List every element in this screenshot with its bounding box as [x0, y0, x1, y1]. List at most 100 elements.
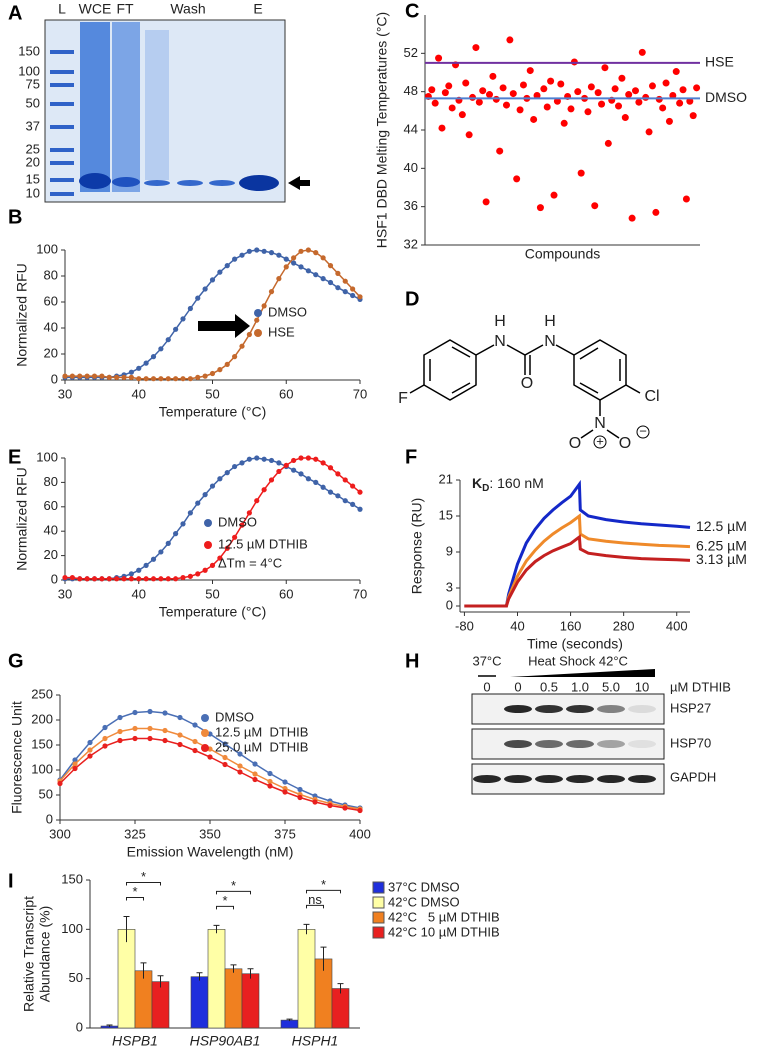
lane-label: E: [253, 1, 262, 17]
legend-marker: [254, 329, 262, 337]
protein: HSP27: [670, 700, 711, 715]
point: [217, 269, 223, 275]
point: [202, 286, 208, 292]
point: [297, 786, 303, 793]
point: [128, 576, 134, 582]
point: [335, 493, 341, 499]
x-tick-label: 30: [58, 586, 72, 601]
y-tick-label: 15: [439, 507, 453, 522]
point: [672, 68, 680, 76]
point: [180, 574, 186, 581]
point: [87, 747, 93, 753]
point: [192, 747, 198, 754]
point: [350, 292, 356, 299]
point: [357, 807, 363, 814]
blot-band: [535, 705, 563, 713]
point: [267, 770, 273, 777]
point: [574, 88, 582, 96]
reference-label: DMSO: [705, 89, 747, 105]
point: [682, 195, 690, 203]
point: [180, 521, 186, 527]
point: [313, 250, 319, 256]
point: [291, 260, 297, 266]
point: [298, 455, 304, 461]
point: [195, 295, 201, 301]
error-bar: [247, 968, 254, 979]
point: [291, 255, 297, 261]
band: [239, 175, 279, 191]
legend-marker: [201, 714, 209, 722]
legend-label: DMSO: [268, 304, 307, 319]
point: [173, 376, 179, 382]
point: [628, 214, 636, 222]
series-line: [65, 457, 361, 580]
point: [114, 576, 120, 582]
point: [320, 255, 326, 261]
point: [87, 753, 93, 759]
point: [261, 456, 267, 462]
point: [350, 501, 356, 507]
point: [584, 108, 592, 116]
significance-label: *: [321, 877, 326, 892]
error-bar: [157, 975, 164, 988]
point: [207, 754, 213, 760]
x-tick-label: 70: [353, 586, 367, 601]
significance-bracket: [306, 889, 341, 894]
point: [665, 117, 673, 125]
point: [114, 374, 120, 380]
point: [177, 732, 183, 738]
point: [62, 373, 68, 379]
band: [177, 180, 203, 186]
point: [136, 365, 142, 371]
point: [261, 487, 267, 493]
error-bar: [320, 946, 327, 971]
legend-swatch: [372, 926, 385, 939]
point: [117, 714, 123, 721]
x-axis-label: Temperature (°C): [159, 604, 267, 620]
x-tick-label: HSPB1: [112, 1033, 158, 1049]
point: [327, 802, 333, 809]
condition: Heat Shock 42°C: [528, 653, 628, 668]
annotation: KD: 160 nM: [472, 475, 544, 494]
error-bar: [303, 923, 310, 935]
point: [237, 763, 243, 769]
blot-band: [504, 775, 532, 783]
point: [162, 727, 168, 734]
point: [276, 252, 282, 258]
point: [276, 468, 282, 475]
point: [676, 99, 684, 107]
point: [298, 248, 304, 254]
atom-label: O: [521, 375, 533, 392]
marker-label: 75: [26, 76, 40, 91]
point: [499, 84, 507, 92]
point: [335, 471, 341, 477]
point: [282, 789, 288, 795]
lane-smear: [112, 22, 140, 192]
point: [237, 751, 243, 757]
point: [298, 471, 304, 477]
point: [91, 373, 98, 379]
point: [533, 92, 541, 99]
point: [635, 98, 643, 106]
y-tick-label: 36: [404, 198, 418, 213]
point: [217, 476, 223, 482]
series-line: [464, 513, 691, 608]
point: [462, 79, 470, 87]
point: [121, 576, 127, 582]
point: [232, 534, 238, 540]
point: [297, 794, 303, 801]
marker-label: 15: [26, 171, 40, 186]
error-bar: [123, 916, 130, 943]
y-tick-label: 150: [31, 736, 53, 751]
panel-letter: B: [8, 206, 22, 228]
point: [202, 567, 208, 573]
atom-label: F: [398, 390, 408, 407]
point: [147, 725, 153, 732]
point: [268, 477, 275, 483]
point: [57, 780, 63, 787]
point: [519, 81, 527, 89]
point: [438, 124, 446, 132]
point: [598, 100, 606, 108]
point: [136, 376, 142, 382]
